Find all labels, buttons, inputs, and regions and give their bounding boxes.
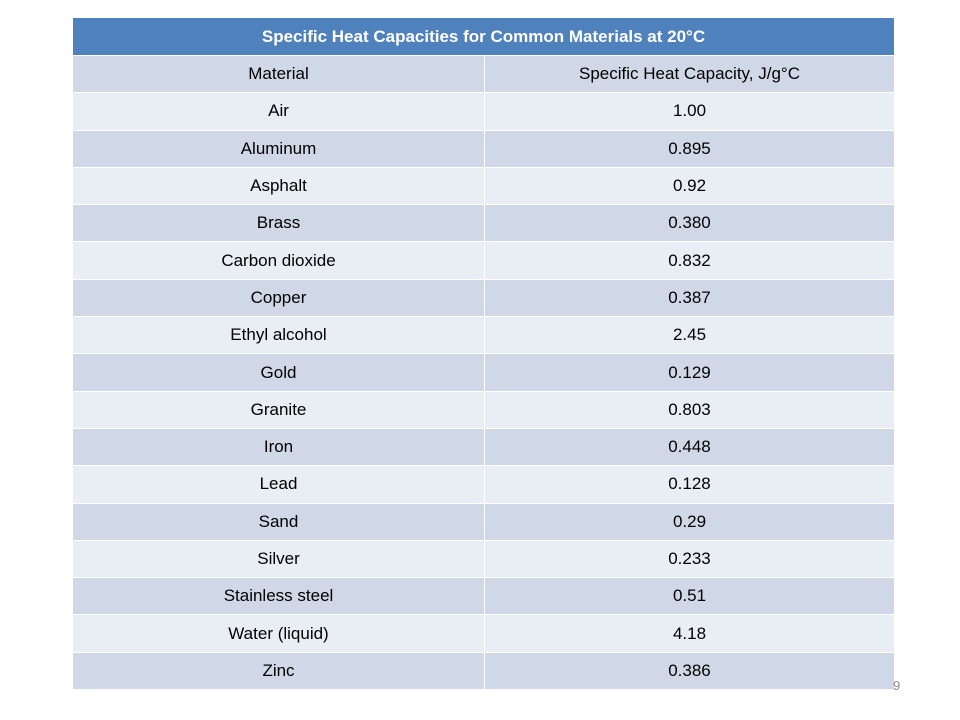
table-cell: 0.380 (484, 204, 895, 243)
table-cell: 4.18 (484, 614, 895, 653)
table-cell: Granite (72, 390, 485, 429)
table-cell: Gold (72, 353, 485, 392)
table-row: Ethyl alcohol 2.45 (72, 316, 895, 355)
page-number: 9 (893, 678, 901, 693)
table-cell: 0.832 (484, 241, 895, 280)
table-row: Sand 0.29 (72, 502, 895, 541)
header-cell: Specific Heat Capacity, J/g°C (484, 54, 895, 94)
table-cell: Zinc (72, 651, 485, 691)
table-cell: 0.803 (484, 390, 895, 429)
table-row: Water (liquid) 4.18 (72, 614, 895, 653)
table-cell: 0.51 (484, 577, 895, 616)
table-row: Brass 0.380 (72, 204, 895, 243)
table-row: Granite 0.803 (72, 390, 895, 429)
table-cell: 0.92 (484, 166, 895, 206)
table-cell: 0.29 (484, 502, 895, 541)
table-cell: 2.45 (484, 316, 895, 355)
table-cell: Lead (72, 465, 485, 504)
table-cell: 0.448 (484, 427, 895, 467)
table-cell: 0.128 (484, 465, 895, 504)
table-cell: Air (72, 92, 485, 131)
table-cell: 1.00 (484, 92, 895, 131)
table-cell: Sand (72, 502, 485, 541)
table-row: Lead 0.128 (72, 465, 895, 504)
table-row: Air 1.00 (72, 92, 895, 131)
table-row: Stainless steel 0.51 (72, 577, 895, 616)
table-cell: Silver (72, 539, 485, 579)
table-cell: Brass (72, 204, 485, 243)
table-cell: Iron (72, 427, 485, 467)
table-row: Silver 0.233 (72, 539, 895, 579)
table-row: Asphalt 0.92 (72, 166, 895, 206)
table-cell: 0.233 (484, 539, 895, 579)
table-cell: 0.387 (484, 278, 895, 318)
table-row: Gold 0.129 (72, 353, 895, 392)
table-cell: Ethyl alcohol (72, 316, 485, 355)
table-row: Copper 0.387 (72, 278, 895, 318)
table-cell: Aluminum (72, 129, 485, 168)
table-row: Zinc 0.386 (72, 651, 895, 691)
header-cell: Material (72, 54, 485, 94)
table-cell: 0.129 (484, 353, 895, 392)
table-cell: Carbon dioxide (72, 241, 485, 280)
table-row: Carbon dioxide 0.832 (72, 241, 895, 280)
table-row: Aluminum 0.895 (72, 129, 895, 168)
table-cell: 0.895 (484, 129, 895, 168)
table-cell: Asphalt (72, 166, 485, 206)
table-title: Specific Heat Capacities for Common Mate… (72, 17, 895, 56)
table-cell: Stainless steel (72, 577, 485, 616)
table-cell: 0.386 (484, 651, 895, 691)
table-row: Iron 0.448 (72, 427, 895, 467)
table-cell: Water (liquid) (72, 614, 485, 653)
table-cell: Copper (72, 278, 485, 318)
data-table: Specific Heat Capacities for Common Mate… (72, 17, 895, 691)
header-row: Material Specific Heat Capacity, J/g°C (72, 54, 895, 94)
